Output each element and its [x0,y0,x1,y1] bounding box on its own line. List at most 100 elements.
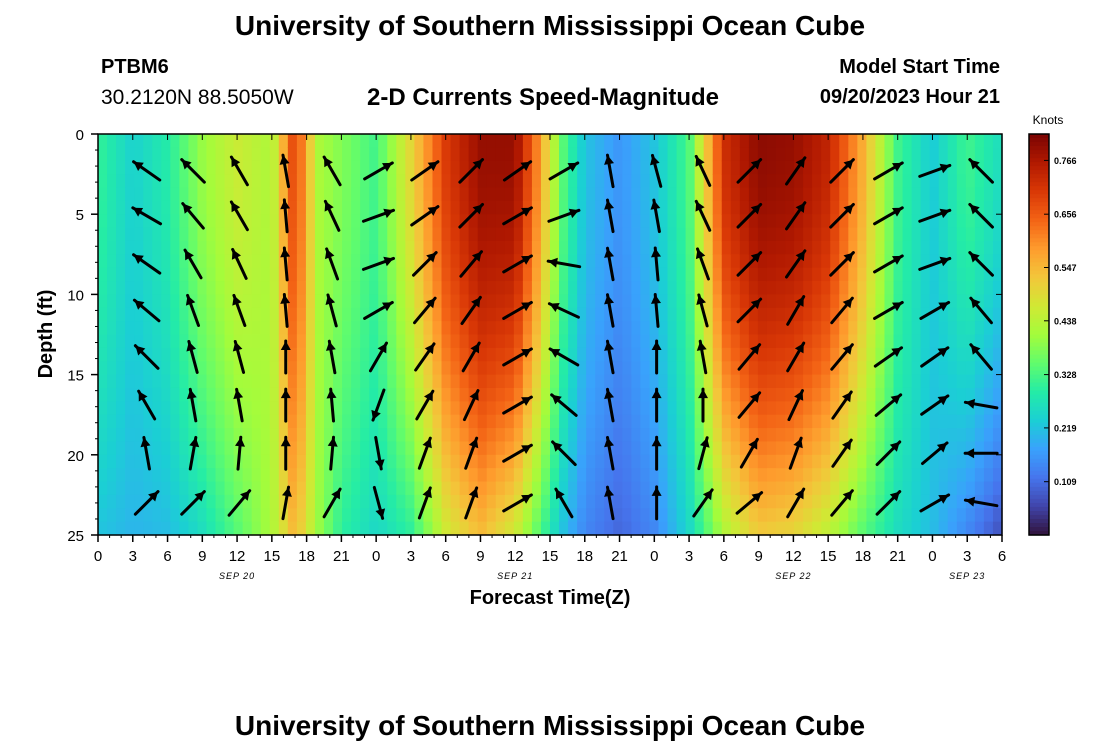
heatmap-cell [260,468,271,483]
heatmap-cell [314,267,325,282]
heatmap-cell [333,347,343,362]
current-vector [651,387,662,423]
heatmap-cell [667,454,678,469]
heatmap-cell [215,134,226,148]
heatmap-cell [721,454,732,469]
heatmap-cell [766,187,777,202]
heatmap-cell [414,361,425,376]
heatmap-cell [342,347,352,362]
heatmap-cell [414,267,425,282]
heatmap-cell [794,468,804,483]
heatmap-cell [143,521,153,536]
heatmap-cell [956,187,967,202]
heatmap-cell [305,240,316,255]
heatmap-cell [613,307,623,322]
heatmap-cell [468,454,479,469]
x-tick-label: 15 [264,548,281,565]
heatmap-cell [739,254,750,269]
heatmap-cell [504,347,515,362]
heatmap-cell [504,254,515,269]
heatmap-cell [992,387,1003,402]
heatmap-cell [396,454,406,469]
heatmap-cell [432,468,443,483]
heatmap-cell [676,160,687,175]
heatmap-cell [983,387,994,402]
current-vector [280,435,291,471]
heatmap-cell [342,494,352,509]
heatmap-cell [839,468,849,483]
heatmap-cell [531,294,542,309]
heatmap-cell [107,307,117,322]
heatmap-cell [622,227,632,242]
heatmap-cell [143,361,153,376]
vector-head [939,208,950,219]
heatmap-cell [866,281,877,296]
heatmap-cell [604,361,614,376]
heatmap-cell [748,468,759,483]
heatmap-cell [550,361,560,376]
heatmap-cell [459,468,470,483]
heatmap-cell [423,414,434,429]
heatmap-cell [287,508,298,523]
colorbar-cell [1029,262,1049,267]
heatmap-cell [242,214,253,229]
heatmap-cell [215,240,226,255]
heatmap-cell [441,160,452,175]
heatmap-cell [351,428,361,443]
heatmap-cell [938,374,949,389]
heatmap-cell [785,401,795,416]
heatmap-cell [342,281,352,296]
heatmap-cell [559,307,569,322]
heatmap-cell [125,334,135,349]
vector-head [794,489,804,500]
vector-head [567,162,578,172]
vector-head [750,344,760,355]
heatmap-cell [631,441,641,456]
heatmap-cell [233,481,244,496]
current-vector [785,249,807,279]
heatmap-cell [486,508,497,523]
heatmap-cell [559,347,569,362]
heatmap-cell [757,521,768,536]
heatmap-cell [414,227,425,242]
heatmap-cell [477,281,488,296]
current-vector [968,158,994,184]
heatmap-cell [739,387,750,402]
heatmap-cell [911,227,922,242]
vector-head [750,204,761,215]
heatmap-cell [387,147,397,162]
heatmap-cell [866,387,877,402]
heatmap-cell [369,294,379,309]
heatmap-cell [830,414,840,429]
heatmap-cell [703,428,714,443]
heatmap-cell [794,307,804,322]
heatmap-cell [206,468,217,483]
heatmap-cell [929,521,940,536]
heatmap-cell [622,240,632,255]
heatmap-cell [803,281,813,296]
heatmap-cell [857,508,867,523]
heatmap-cell [486,494,497,509]
heatmap-cell [197,281,208,296]
heatmap-cell [803,468,813,483]
heatmap-cell [595,387,605,402]
vector-head [891,347,902,357]
heatmap-cell [974,441,985,456]
heatmap-cell [360,227,370,242]
colorbar-cell [1029,430,1049,436]
heatmap-cell [703,281,714,296]
colorbar-cell [1029,298,1049,304]
heatmap-cell [396,147,406,162]
heatmap-cell [251,454,262,469]
heatmap-cell [721,321,732,336]
heatmap-cell [287,321,298,336]
heatmap-cell [296,334,307,349]
heatmap-cell [414,414,425,429]
heatmap-cell [757,401,768,416]
current-vector [736,158,763,184]
heatmap-cell [613,494,623,509]
heatmap-cell [604,267,614,282]
heatmap-cell [613,200,623,215]
heatmap-cell [152,414,162,429]
